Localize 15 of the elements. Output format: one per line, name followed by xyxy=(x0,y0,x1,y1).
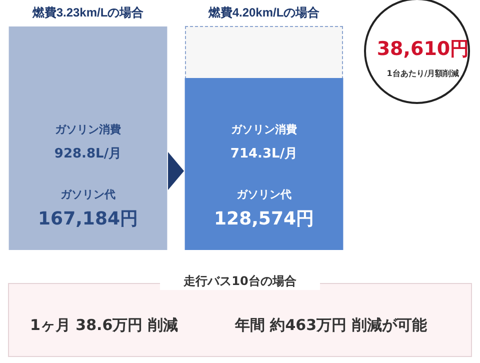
text: ガソリン消費 xyxy=(55,122,121,136)
annotation: ガソリン代 xyxy=(236,188,292,201)
data-label: 928.8L/月 xyxy=(54,146,122,162)
x-tick-label: 燃費4.20km/Lの場合 xyxy=(207,6,321,20)
x-tick-label: 燃費3.23km/Lの場合 xyxy=(31,6,145,20)
series-label: ガソリン消費 xyxy=(231,122,297,136)
annotation: ガソリン代 xyxy=(60,188,116,201)
text: 1ヶ月 38.6万円 削減 xyxy=(30,316,178,335)
text: 走行バス10台の場合 xyxy=(160,273,320,290)
text: 38,610円 xyxy=(376,37,470,62)
text: 年間 約463万円 削減が可能 xyxy=(235,316,427,335)
text: 1台あたり/月額削減 xyxy=(386,68,460,79)
annotation: 128,574円 xyxy=(214,208,314,230)
annotation: 167,184円 xyxy=(38,208,138,230)
data-label: 714.3L/月 xyxy=(230,146,298,162)
